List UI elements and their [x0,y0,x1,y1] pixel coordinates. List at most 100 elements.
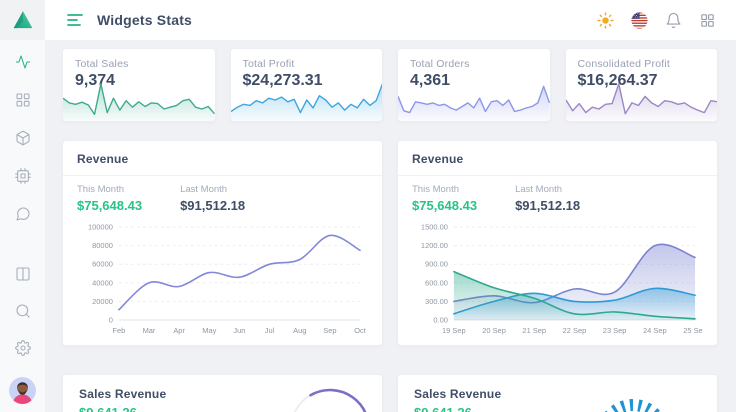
top-header: Widgets Stats [45,0,736,40]
svg-text:Aug: Aug [293,326,306,335]
svg-text:Oct: Oct [354,326,367,335]
stat-value: $16,264.37 [577,72,658,89]
sidebar-nav [14,54,31,222]
card-title: Revenue [63,141,382,176]
header-actions [597,11,716,29]
svg-text:21 Sep: 21 Sep [522,326,546,335]
card-title: Revenue [398,141,717,176]
svg-text:22 Sep: 22 Sep [563,326,587,335]
svg-text:23 Sep: 23 Sep [603,326,627,335]
menu-toggle-icon[interactable] [67,13,83,27]
revenue-area-chart: 0.00 300.00 600.00 900.00 1200.00 1500.00 19 S… [398,217,717,337]
stat-label: Total Orders [410,58,470,70]
sales-revenue-card-right: Sales Revenue $9,641.26 [397,374,718,412]
stat-card-consolidated-profit[interactable]: Consolidated Profit $16,264.37 [564,48,718,122]
stat-cards-row: Total Sales 9,374 Total Profit $24,273.3… [62,48,718,122]
sales-revenue-card-left: Sales Revenue $9,641.26 [62,374,383,412]
sidebar-item-search[interactable] [15,303,31,319]
revenue-stats: This Month $75,648.43 Last Month $91,512… [63,176,382,217]
theme-sun-icon[interactable] [597,11,614,29]
apps-grid-icon[interactable] [699,12,716,29]
consolidated-profit-sparkline [565,79,717,121]
search-icon [15,304,30,318]
revenue-row: Revenue This Month $75,648.43 Last Month… [62,140,718,346]
svg-text:24 Sep: 24 Sep [643,326,667,335]
stat-value: 4,361 [410,72,451,89]
svg-text:25 Sep: 25 Sep [683,326,703,335]
svg-text:Jun: Jun [233,326,245,335]
sidebar-item-products[interactable] [15,130,31,146]
stat-card-total-orders[interactable]: Total Orders 4,361 [397,48,551,122]
svg-text:Mar: Mar [143,326,156,335]
revenue-card-daily: Revenue This Month $75,648.43 Last Month… [397,140,718,346]
sales-revenue-value: $9,641.26 [63,401,382,412]
sidebar-item-chat[interactable] [15,206,31,222]
this-month-label: This Month [77,184,124,195]
svg-text:1500.00: 1500.00 [421,222,448,231]
stat-label: Total Sales [75,58,129,70]
stat-label: Consolidated Profit [577,58,671,70]
sidebar-item-dashboard[interactable] [15,92,31,108]
last-month-value: $91,512.18 [515,198,581,213]
sidebar [0,0,45,412]
dashboard-grid-icon [15,93,30,107]
sidebar-bottom-nav [9,266,36,412]
gear-icon [14,340,31,356]
svg-text:80000: 80000 [92,241,113,250]
triangle-logo-icon [13,11,32,29]
svg-text:Apr: Apr [173,326,185,335]
radial-ring-gauge [288,387,372,412]
sales-revenue-value: $9,641.26 [398,401,717,412]
activity-icon [15,55,30,69]
stat-card-total-sales[interactable]: Total Sales 9,374 [62,48,216,122]
this-month-label: This Month [412,184,459,195]
svg-text:600.00: 600.00 [425,278,448,287]
dashed-radial-gauge [583,380,683,412]
total-sales-sparkline [63,79,215,121]
svg-text:100000: 100000 [88,222,113,231]
this-month-value: $75,648.43 [77,198,143,213]
stat-value: $24,273.31 [242,72,323,89]
svg-text:0.00: 0.00 [433,315,448,324]
cpu-icon [14,168,31,184]
svg-text:Feb: Feb [112,326,125,335]
avatar-image [9,377,36,404]
svg-text:May: May [202,326,216,335]
total-profit-sparkline [230,79,382,121]
page-title: Widgets Stats [97,12,193,28]
svg-text:19 Sep: 19 Sep [442,326,466,335]
svg-text:40000: 40000 [92,278,113,287]
sales-revenue-row: Sales Revenue $9,641.26 Sales Revenue $9… [62,374,718,412]
stat-card-total-profit[interactable]: Total Profit $24,273.31 [229,48,383,122]
chat-bubble-icon [15,207,30,221]
svg-text:20 Sep: 20 Sep [482,326,506,335]
sidebar-item-layout[interactable] [15,266,31,282]
stat-value: 9,374 [75,72,116,89]
revenue-card-monthly: Revenue This Month $75,648.43 Last Month… [62,140,383,346]
sidebar-item-settings[interactable] [14,340,31,356]
revenue-stats: This Month $75,648.43 Last Month $91,512… [398,176,717,217]
app-logo[interactable] [0,0,45,40]
svg-text:900.00: 900.00 [425,260,448,269]
svg-text:0: 0 [109,315,113,324]
user-avatar[interactable] [9,377,36,404]
stat-label: Total Profit [242,58,295,70]
last-month-label: Last Month [180,184,228,195]
svg-text:20000: 20000 [92,297,113,306]
svg-text:Sep: Sep [323,326,336,335]
last-month-value: $91,512.18 [180,198,246,213]
this-month-value: $75,648.43 [412,198,478,213]
last-month-label: Last Month [515,184,563,195]
notifications-bell-icon[interactable] [665,12,682,29]
card-title: Sales Revenue [414,387,502,401]
revenue-line-chart: 0 20000 40000 60000 80000 100000 Feb Mar Apr May J… [63,217,382,337]
sidebar-item-activity[interactable] [15,54,31,70]
total-orders-sparkline [398,79,550,121]
svg-text:1200.00: 1200.00 [421,241,448,250]
language-us-flag-icon[interactable] [631,11,648,29]
svg-text:Jul: Jul [265,326,275,335]
sidebar-item-system[interactable] [14,168,31,184]
svg-text:300.00: 300.00 [425,297,448,306]
svg-text:60000: 60000 [92,260,113,269]
